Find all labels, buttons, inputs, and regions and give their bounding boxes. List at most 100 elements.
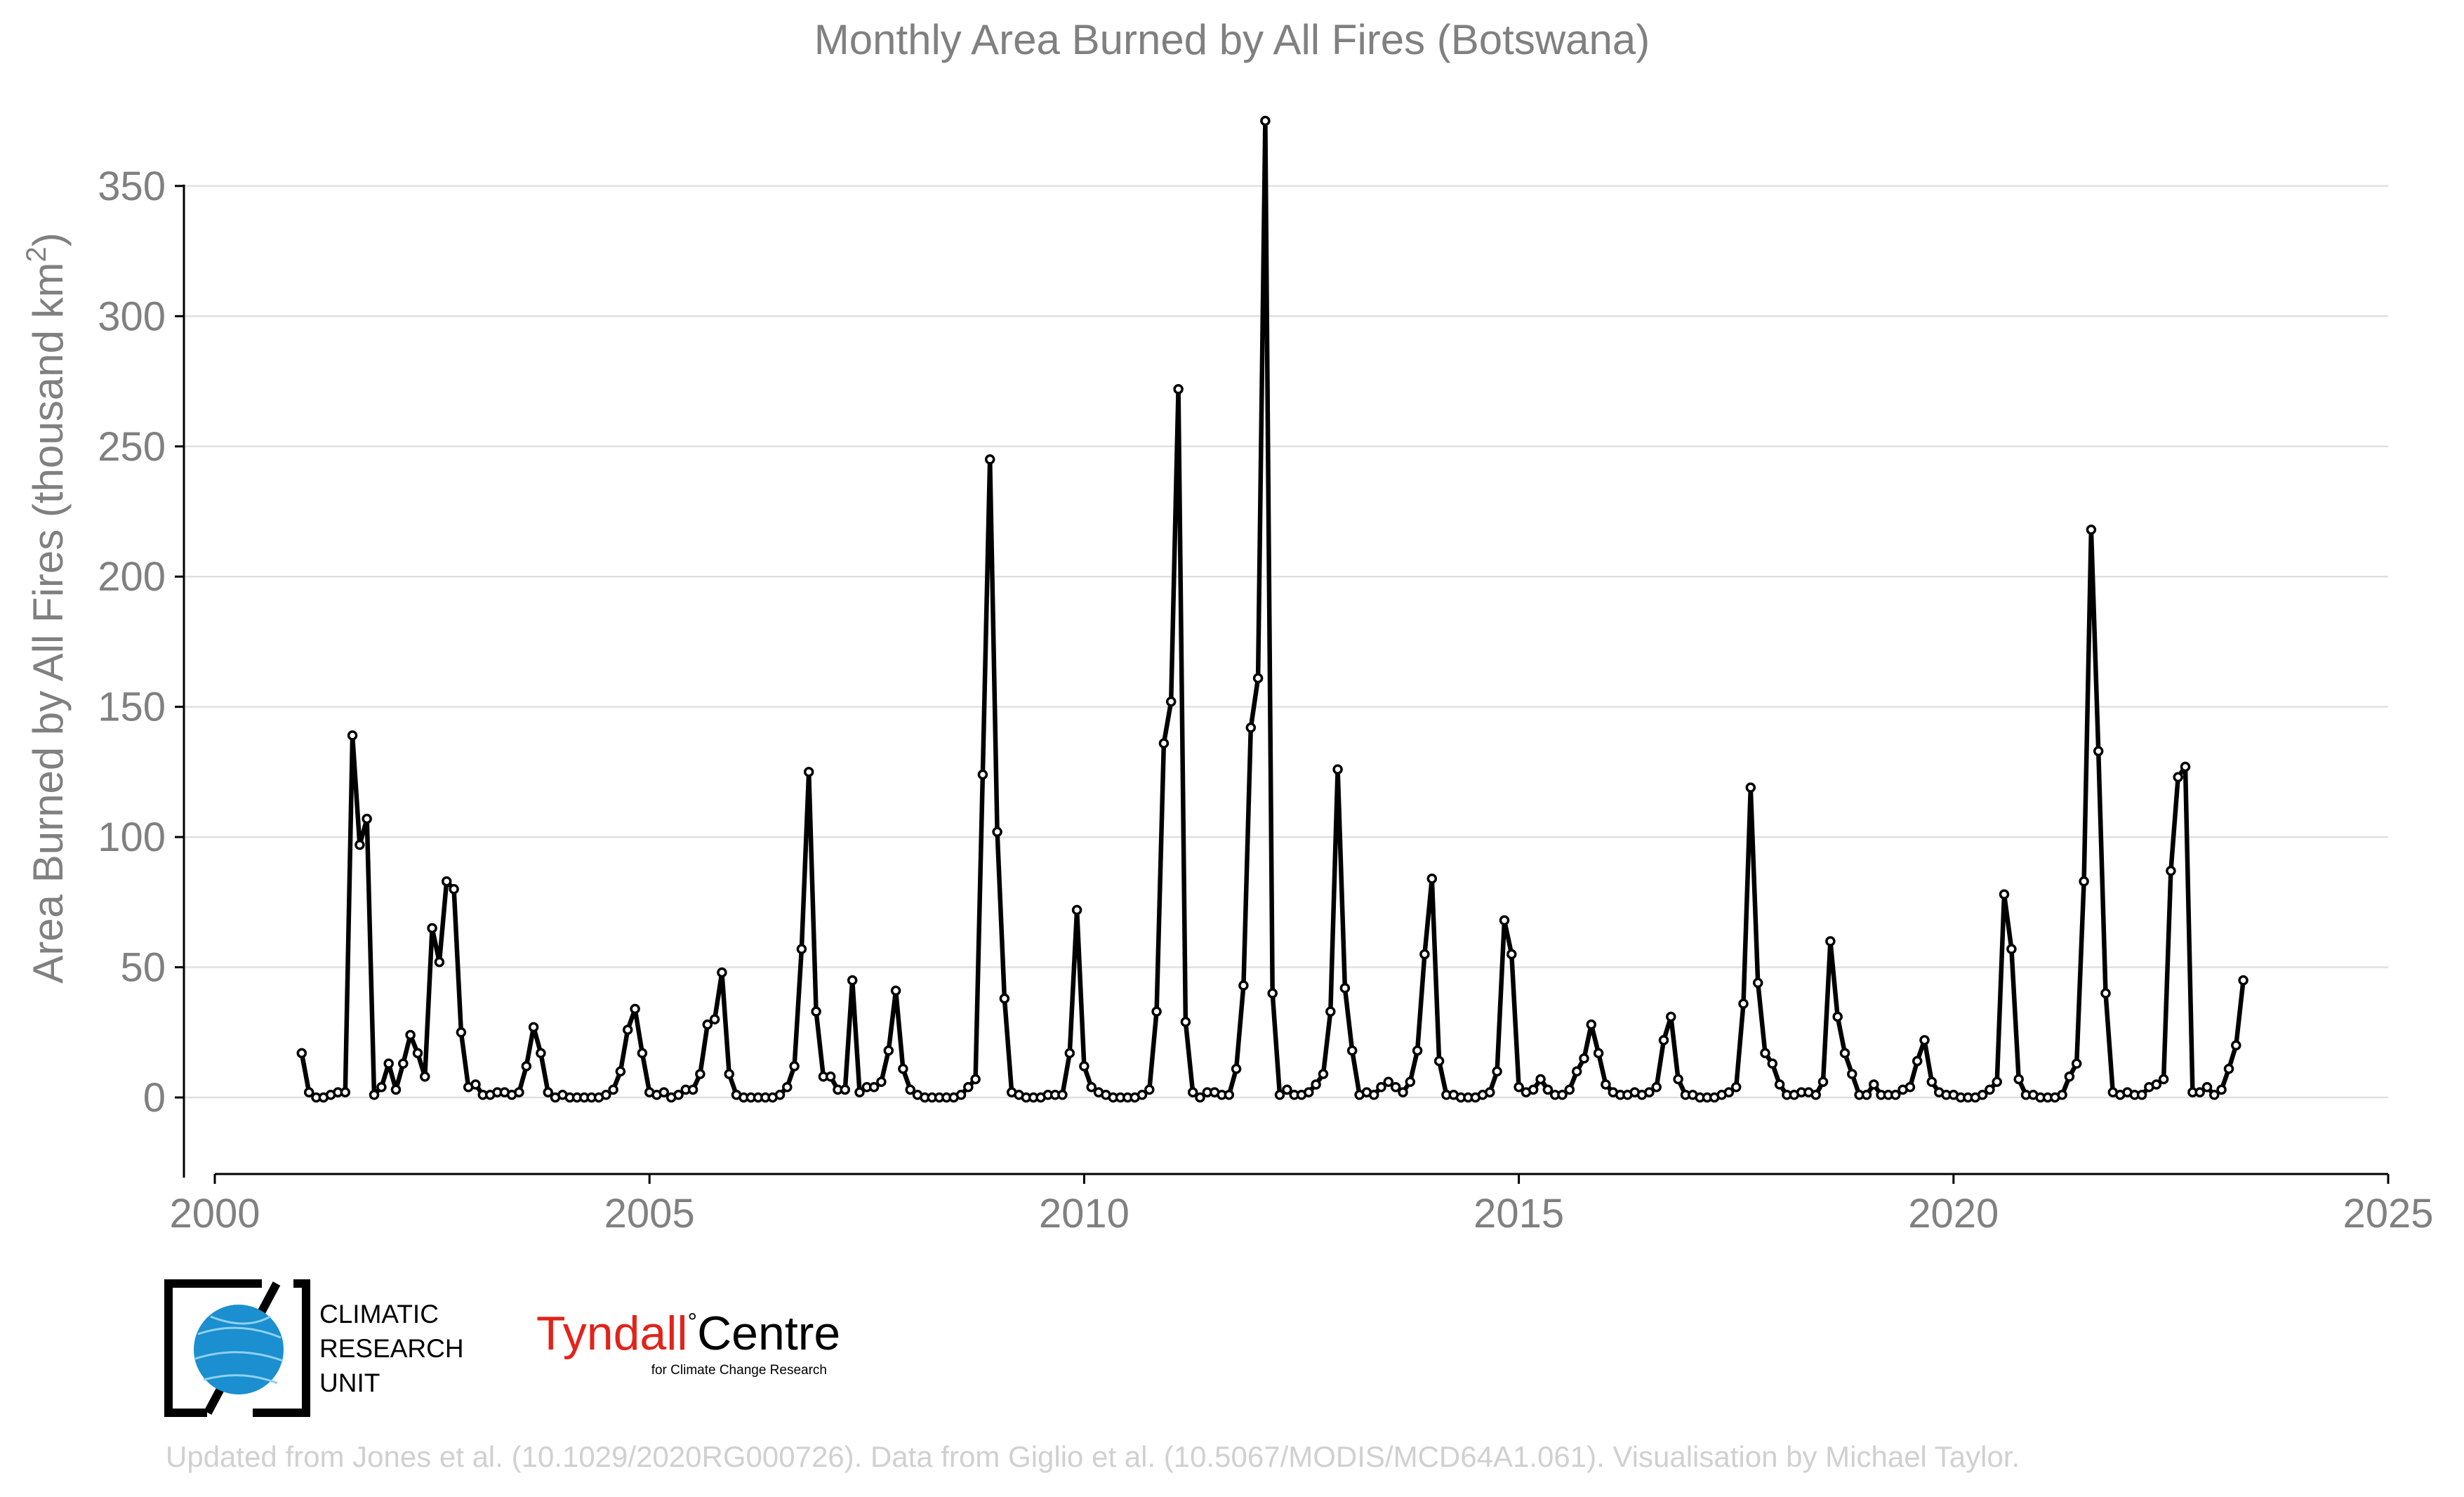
data-point (1064, 1048, 1075, 1059)
data-point (1723, 1087, 1735, 1097)
y-axis-label: Area Burned by All Fires (thousand km2) (21, 232, 72, 983)
data-point (1847, 1069, 1857, 1079)
data-point (825, 1071, 836, 1082)
data-point (2166, 866, 2176, 876)
data-point (1752, 977, 1763, 989)
data-point (1187, 1087, 1198, 1097)
data-point (2057, 1090, 2067, 1100)
data-point (1426, 873, 1438, 884)
data-point (1346, 1045, 1358, 1056)
data-point (1086, 1081, 1097, 1093)
cru-line-2: RESEARCH (319, 1334, 464, 1363)
data-point (1730, 1081, 1742, 1093)
data-point (2238, 975, 2248, 986)
data-point (1738, 998, 1749, 1009)
cru-logo-frame (164, 1279, 310, 1417)
data-point (390, 1084, 402, 1095)
data-point (1810, 1090, 1821, 1100)
data-point (1260, 115, 1271, 126)
x-tick-label: 2010 (1039, 1191, 1130, 1236)
data-point (1869, 1079, 1879, 1090)
data-point (876, 1076, 887, 1087)
data-point (303, 1087, 314, 1097)
data-point (1492, 1066, 1502, 1077)
cru-line-1: CLIMATIC (319, 1300, 439, 1328)
data-point (1252, 673, 1264, 684)
data-point (1383, 1076, 1394, 1087)
data-point (1231, 1063, 1242, 1074)
y-axis-label-superscript: 2 (21, 246, 52, 262)
data-point (992, 826, 1002, 837)
data-point (543, 1087, 553, 1097)
data-point (405, 1029, 416, 1041)
data-point (1760, 1048, 1770, 1059)
tyndall-logo: Tyndall°Centre for Climate Change Resear… (536, 1307, 840, 1378)
data-point (2071, 1058, 2082, 1069)
data-point (355, 839, 365, 850)
data-point (1825, 936, 1836, 947)
data-point (1832, 1011, 1843, 1022)
data-point (2136, 1090, 2147, 1100)
data-point (2180, 761, 2191, 772)
y-tick-label: 50 (120, 945, 166, 991)
data-point (782, 1081, 793, 1093)
data-point (1245, 723, 1257, 733)
data-point (1644, 1087, 1655, 1097)
data-point (977, 769, 988, 780)
data-point (955, 1090, 967, 1100)
data-point (412, 1048, 423, 1059)
y-axis: 0 50 100 150 200 250 300 350 (98, 164, 185, 1178)
data-point (963, 1081, 974, 1093)
data-point (1173, 383, 1184, 395)
data-point (1839, 1048, 1850, 1059)
data-point (2209, 1090, 2220, 1100)
data-point (883, 1045, 894, 1056)
data-point (1376, 1081, 1386, 1093)
data-point (811, 1006, 821, 1017)
data-point (1390, 1081, 1401, 1093)
data-point (1325, 1006, 1336, 1017)
x-tick-label: 2015 (1473, 1191, 1564, 1236)
data-point (296, 1048, 307, 1059)
series-line (299, 118, 2246, 1100)
data-point (984, 454, 995, 465)
data-point (724, 1069, 734, 1079)
data-point (1601, 1079, 1611, 1090)
data-point (687, 1084, 698, 1095)
data-point (1419, 949, 1430, 960)
data-point (2093, 746, 2104, 756)
data-point (1079, 1061, 1089, 1071)
data-point (1499, 915, 1510, 926)
data-point (1339, 982, 1351, 994)
data-point (2158, 1074, 2169, 1085)
data-point (1912, 1055, 1923, 1067)
globe-icon (194, 1305, 284, 1394)
data-point (369, 1090, 380, 1100)
y-tick-label: 350 (98, 164, 166, 209)
data-point (1405, 1076, 1416, 1087)
data-point (2100, 988, 2111, 998)
data-point (970, 1074, 981, 1085)
y-tick-label: 250 (98, 424, 166, 470)
data-point (1564, 1084, 1575, 1095)
data-point (2079, 876, 2089, 887)
data-point (2201, 1081, 2213, 1093)
data-point (1586, 1019, 1597, 1030)
data-point (1151, 1006, 1162, 1017)
y-tick-label: 200 (98, 554, 166, 600)
data-point (1137, 1090, 1148, 1100)
data-point (1666, 1011, 1676, 1022)
svg-text:Tyndall°Centre: Tyndall°Centre (536, 1307, 840, 1360)
tyndall-subtitle: for Climate Change Research (651, 1363, 827, 1378)
data-point (1158, 738, 1170, 748)
data-point (2216, 1084, 2227, 1095)
data-point (1238, 980, 1249, 991)
series-points (296, 115, 2248, 1103)
data-point (1506, 949, 1517, 960)
data-point (362, 813, 372, 824)
data-point (1433, 1055, 1445, 1067)
data-point (840, 1084, 851, 1095)
data-point (2194, 1087, 2205, 1097)
data-point (1535, 1074, 1546, 1085)
